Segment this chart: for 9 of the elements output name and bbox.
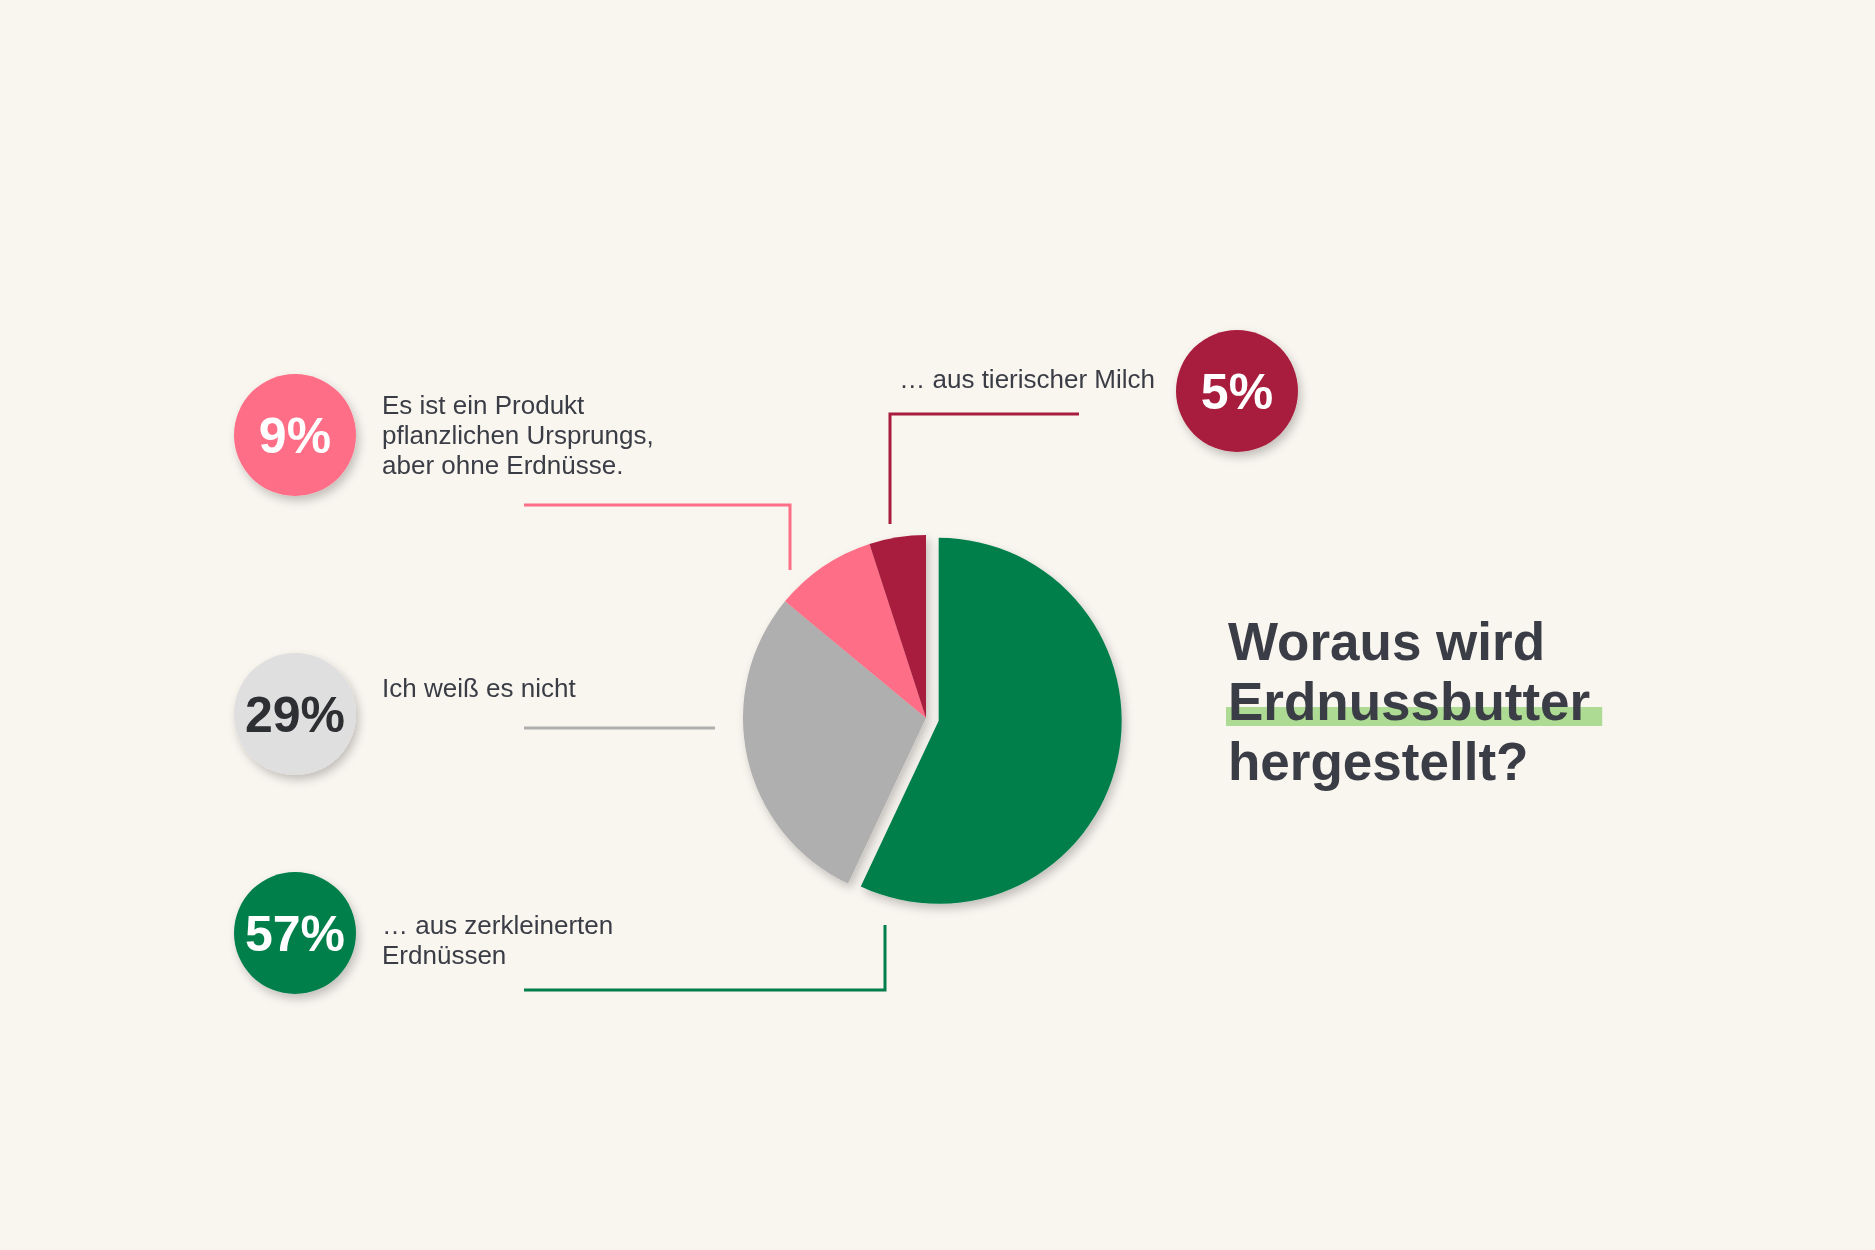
slice-label: … aus tierischer Milch [899, 364, 1155, 394]
slice-label: Ich weiß es nicht [382, 673, 577, 703]
slice-label: Es ist ein Produkt pflanzlichen Ursprungs, aber ohne Erdnüsse. [382, 390, 654, 480]
data-label: 57% [244, 906, 346, 962]
text: Woraus wird Erdnussbutter hergestellt? [1228, 612, 1591, 791]
data-label: 5% [1200, 364, 1274, 420]
data-label: 9% [258, 408, 332, 464]
data-label: 29% [244, 687, 346, 743]
slice-label: … aus zerkleinerten Erdnüssen [382, 910, 614, 970]
